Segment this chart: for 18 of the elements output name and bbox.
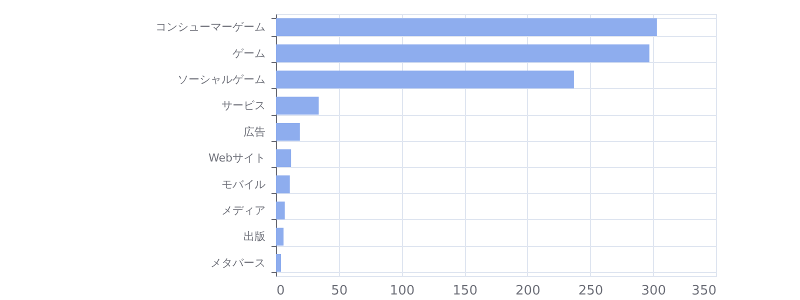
x-tick-label: 0: [276, 284, 285, 298]
x-tick-label: 100: [390, 284, 415, 298]
y-tick-label: サービス: [222, 99, 266, 112]
x-tick-label: 200: [516, 284, 540, 298]
y-tick-label: メディア: [222, 204, 266, 217]
y-tick-label: ソーシャルゲーム: [178, 73, 266, 86]
x-tick-label: 150: [452, 284, 478, 298]
y-tick-label: Webサイト: [208, 152, 266, 165]
y-tick-label: モバイル: [222, 178, 266, 191]
x-tick-label: 350: [692, 284, 716, 298]
x-tick-label: 50: [331, 284, 348, 298]
x-tick-label: 250: [578, 284, 604, 298]
y-tick-label: 広告: [244, 125, 266, 138]
y-tick-label: 出版: [244, 230, 266, 244]
y-tick-label: メタバース: [210, 256, 266, 270]
y-tick-label: ゲーム: [232, 46, 266, 60]
y-tick-label: コンシューマーゲーム: [156, 20, 266, 34]
x-tick-label: 300: [641, 284, 666, 298]
